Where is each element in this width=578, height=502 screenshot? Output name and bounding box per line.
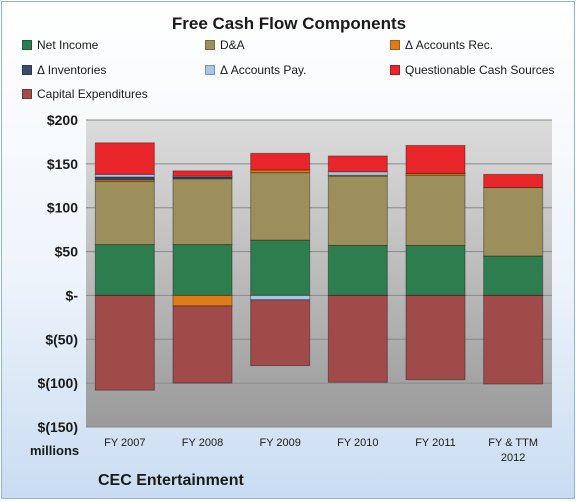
bar-segment xyxy=(250,299,311,367)
legend-swatch xyxy=(390,65,400,75)
legend-item-da: D&A xyxy=(205,38,245,52)
y-tick-label: $(150) xyxy=(38,419,78,435)
legend-item-capex: Capital Expenditures xyxy=(22,87,148,101)
bar-segment xyxy=(94,294,155,391)
bar-segment xyxy=(250,172,311,241)
bar-segment xyxy=(405,294,466,381)
x-tick-label: FY 2007 xyxy=(104,437,145,449)
legend-item-accounts-pay: Δ Accounts Pay. xyxy=(205,63,307,77)
legend-label: Δ Accounts Pay. xyxy=(220,63,307,77)
bar-segment xyxy=(483,187,544,257)
legend-item-accounts-rec: Δ Accounts Rec. xyxy=(390,38,493,52)
legend-label: D&A xyxy=(220,38,245,52)
bar-segment xyxy=(172,244,233,296)
y-tick-label: $150 xyxy=(47,156,78,172)
legend-swatch xyxy=(22,89,32,99)
y-tick-label: $100 xyxy=(47,200,78,216)
x-tick-label: FY 2011 xyxy=(415,437,456,449)
bar-segment xyxy=(172,294,233,307)
legend-label: Δ Inventories xyxy=(37,63,107,77)
bar-segment xyxy=(483,294,544,385)
bar-segment xyxy=(172,178,233,246)
bar-segment xyxy=(327,171,388,176)
bar-segment xyxy=(327,155,388,173)
x-tick-label: FY 2008 xyxy=(182,437,223,449)
legend-label: Capital Expenditures xyxy=(37,87,148,101)
bar-segment xyxy=(250,294,311,301)
bar-segment xyxy=(94,179,155,182)
y-tick-label: $(100) xyxy=(38,375,78,391)
legend-label: Questionable Cash Sources xyxy=(405,63,555,77)
bar-segment xyxy=(483,173,544,189)
units-label: millions xyxy=(30,443,80,458)
legend-swatch xyxy=(22,65,32,75)
bar-segment xyxy=(405,244,466,296)
x-tick-label: FY & TTM xyxy=(488,437,538,449)
y-tick-label: $(50) xyxy=(45,331,78,347)
bar-segment xyxy=(250,152,311,171)
bar-segment xyxy=(94,142,155,175)
legend-label: Δ Accounts Rec. xyxy=(405,38,494,52)
x-tick-label: 2012 xyxy=(501,452,525,464)
bar-segment xyxy=(250,239,311,296)
x-tick-label: FY 2010 xyxy=(337,437,378,449)
bar-segment xyxy=(172,305,233,384)
bar-segment xyxy=(405,174,466,246)
x-tick-label: FY 2009 xyxy=(259,437,300,449)
legend-item-questionable-cash: Questionable Cash Sources xyxy=(390,63,554,77)
plot-area xyxy=(86,120,552,427)
legend-swatch xyxy=(390,40,400,50)
bar-segment xyxy=(327,244,388,296)
y-tick-label: $50 xyxy=(55,244,79,260)
chart-title: Free Cash Flow Components xyxy=(171,14,407,33)
y-tick-label: $- xyxy=(66,287,79,303)
legend-swatch xyxy=(205,65,215,75)
legend-swatch xyxy=(205,40,215,50)
company-name: CEC Entertainment xyxy=(98,472,244,489)
bar-segment xyxy=(483,255,544,296)
legend-item-inventories: Δ Inventories xyxy=(22,63,106,77)
bar-segment xyxy=(250,169,311,174)
bar-segment xyxy=(94,180,155,246)
bar-segment xyxy=(172,170,233,177)
legend-label: Net Income xyxy=(37,38,99,52)
legend-swatch xyxy=(22,40,32,50)
legend-item-net-income: Net Income xyxy=(22,38,98,52)
bar-segment xyxy=(94,244,155,296)
bar-segment xyxy=(327,294,388,383)
y-tick-label: $200 xyxy=(47,112,78,128)
bar-segment xyxy=(405,144,466,175)
bar-segment xyxy=(327,175,388,246)
